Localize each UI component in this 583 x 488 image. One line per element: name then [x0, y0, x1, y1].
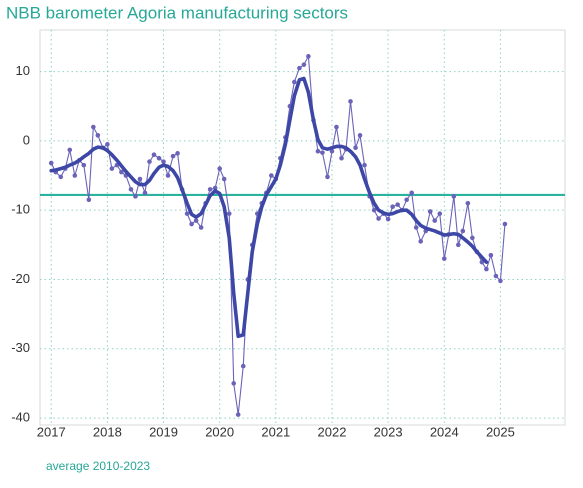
y-tick-label: -20 [11, 271, 30, 286]
data-point [498, 278, 503, 284]
data-point [390, 204, 395, 210]
data-point [306, 54, 311, 59]
data-line [50, 55, 506, 416]
data-point [156, 155, 162, 161]
data-point [432, 218, 438, 223]
data-point [329, 148, 335, 154]
data-point [292, 79, 297, 85]
data-point [137, 176, 143, 182]
data-point [95, 133, 101, 138]
data-point [86, 197, 92, 203]
x-tick-label: 2021 [261, 424, 290, 439]
data-point [493, 273, 499, 279]
data-point [72, 173, 78, 178]
data-point [161, 159, 166, 164]
x-tick-label: 2019 [149, 424, 178, 439]
data-point [325, 174, 330, 180]
data-point [235, 412, 241, 417]
data-point [184, 211, 190, 216]
data-point [418, 239, 423, 244]
data-point [151, 152, 157, 158]
data-point [91, 124, 96, 130]
chart-title: NBB barometer Agoria manufacturing secto… [6, 3, 348, 22]
data-point [269, 173, 274, 178]
data-point [456, 242, 461, 248]
smoothed-line [49, 76, 489, 339]
data-point [371, 207, 377, 213]
data-point [48, 160, 54, 166]
y-tick-label: -40 [11, 410, 30, 425]
data-point [339, 155, 344, 161]
data-point [207, 187, 213, 192]
data-point [226, 211, 232, 216]
data-point [376, 216, 381, 221]
legend-entry: average 2010-2023 [46, 459, 150, 473]
data-point [198, 225, 204, 230]
x-tick-label: 2017 [37, 424, 66, 439]
data-point [362, 162, 367, 168]
data-point [189, 221, 194, 227]
data-point [142, 190, 148, 196]
data-point [147, 159, 152, 164]
data-point [193, 218, 199, 223]
data-point [231, 381, 237, 386]
data-point [165, 173, 171, 178]
data-point [240, 363, 246, 369]
data-point [67, 147, 73, 153]
data-point [484, 266, 489, 272]
data-point [221, 176, 227, 182]
data-point [297, 65, 302, 71]
x-tick-label: 2024 [430, 424, 459, 439]
data-point [334, 124, 339, 130]
x-tick-label: 2023 [374, 424, 403, 439]
data-point [451, 194, 457, 199]
data-point [81, 162, 87, 168]
data-point [357, 133, 363, 138]
data-point [427, 209, 433, 214]
data-point [105, 142, 110, 147]
data-point [409, 190, 415, 196]
data-point [470, 235, 475, 241]
data-point [348, 99, 353, 104]
y-tick-label: 10 [16, 63, 30, 78]
data-point [175, 151, 180, 156]
y-tick-label: -30 [11, 340, 30, 355]
data-point [58, 174, 64, 180]
data-point [320, 150, 325, 155]
data-point [395, 202, 400, 207]
data-point [488, 252, 494, 258]
data-point [217, 166, 222, 171]
data-point [315, 148, 321, 154]
data-point [404, 197, 409, 203]
x-tick-label: 2022 [318, 424, 347, 439]
data-point [170, 153, 176, 159]
data-point [441, 256, 447, 261]
data-point [465, 200, 471, 206]
y-tick-label: -10 [11, 202, 30, 217]
data-point [109, 166, 115, 171]
y-tick-label: 0 [23, 132, 30, 147]
data-point [212, 185, 218, 191]
data-point [128, 187, 134, 192]
data-point [119, 169, 124, 175]
plot-frame [39, 29, 566, 426]
data-point [460, 228, 466, 234]
x-tick-label: 2018 [93, 424, 122, 439]
data-point [301, 62, 307, 67]
x-tick-label: 2020 [205, 424, 234, 439]
data-point [437, 211, 443, 216]
x-tick-label: 2025 [486, 424, 515, 439]
data-point [385, 216, 391, 222]
data-point [502, 221, 508, 227]
data-point [413, 225, 419, 230]
data-point [133, 194, 138, 199]
data-point [353, 145, 358, 151]
